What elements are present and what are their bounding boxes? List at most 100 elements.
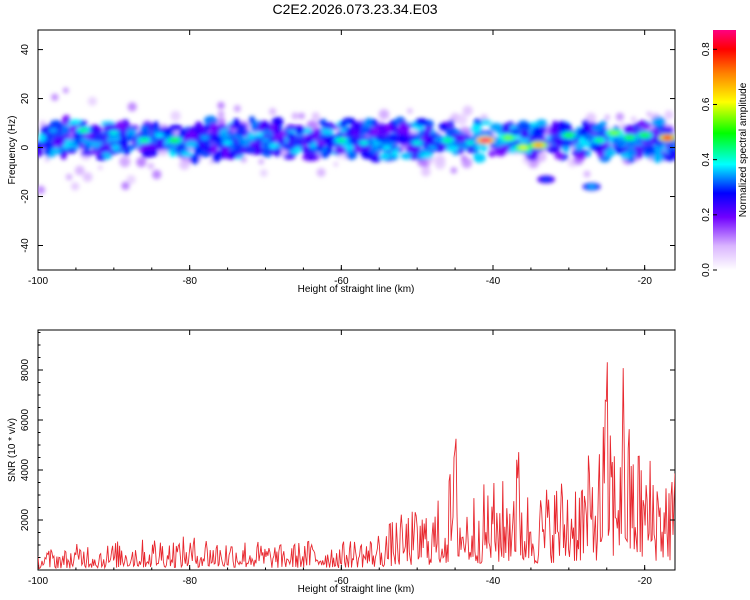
spectrogram-cell: [652, 153, 664, 163]
spectrogram-cell: [50, 147, 62, 154]
spectrogram-peak: [336, 138, 346, 143]
spectrogram-peak: [306, 155, 316, 160]
spectrogram-cell: [602, 149, 616, 157]
spectrogram-cell: [630, 116, 637, 123]
spectrogram-cell: [82, 172, 93, 182]
spectrogram-cell: [114, 121, 128, 130]
spectrogram-cell: [268, 149, 279, 155]
spectrogram-cell: [87, 96, 97, 106]
spectrogram-cell: [98, 165, 103, 170]
spectrogram-cell: [147, 162, 155, 170]
spectrogram-cell: [211, 134, 222, 143]
spectrogram-cell: [424, 126, 433, 133]
colorbar-tick-label: 0.0: [701, 263, 712, 277]
spectrogram-peak: [94, 135, 104, 140]
spectrogram-peak: [662, 135, 672, 140]
spectrogram-cell: [479, 119, 492, 125]
spectrogram-panel: -100 -80 -60 -40 -20 -40 -20 0 20 40 Height of st…: [7, 29, 676, 295]
x-tick-label: -40: [486, 576, 501, 587]
spectrogram-marks: [38, 87, 675, 195]
spectrogram-cell: [190, 154, 200, 165]
spectrogram-cell: [51, 93, 59, 102]
spectrogram-cell: [38, 140, 43, 152]
y-tick-label: 40: [20, 44, 31, 56]
spectrogram-cell: [38, 185, 46, 195]
spectrogram-peak: [427, 145, 437, 150]
spectrogram-cell: [268, 107, 277, 116]
colorbar-ticks: 0.0 0.2 0.4 0.6 0.8: [701, 42, 717, 277]
spectrogram-cell: [520, 128, 530, 140]
spectrogram-peak: [534, 143, 543, 148]
x-tick-label: -20: [637, 576, 652, 587]
y-tick-label: -40: [20, 238, 31, 253]
spectrogram-cell: [662, 155, 675, 162]
spectrogram-peak: [412, 140, 422, 145]
spectrogram-cell: [208, 159, 214, 165]
spectrogram-cell: [434, 158, 446, 170]
spectrogram-cell: [269, 123, 278, 132]
spectrogram-cell: [667, 148, 675, 155]
x-tick-label: -80: [182, 576, 197, 587]
spectrogram-cell: [600, 120, 607, 127]
spectrogram-cell: [213, 151, 224, 159]
spectrogram-cell: [38, 134, 46, 142]
spectrogram-cell: [111, 143, 121, 152]
spectrogram-cell: [313, 128, 323, 136]
spectrogram-cell: [554, 151, 565, 160]
snr-marks: [38, 362, 675, 570]
spectrogram-cell: [337, 154, 341, 159]
snr-axes: -100 -80 -60 -40 -20 2000 4000 6000 8000: [20, 330, 675, 587]
spectrogram-cell: [198, 152, 212, 158]
spectrogram-peak: [587, 184, 597, 189]
spectrogram-cell: [62, 115, 71, 126]
spectrogram-cell: [350, 129, 360, 137]
y-tick-label: 4000: [20, 458, 31, 481]
spectrogram-cell: [62, 87, 69, 94]
spectrogram-cell: [415, 118, 428, 126]
spectrogram-cell: [460, 154, 467, 162]
spectrogram-cell: [44, 157, 50, 162]
spectrogram-cell: [387, 135, 401, 143]
x-tick-label: -60: [334, 276, 349, 287]
colorbar-gradient: [713, 30, 736, 270]
spectrogram-cell: [420, 166, 431, 177]
spectrogram-cell: [573, 142, 584, 150]
spectrogram-cell: [209, 143, 219, 153]
spectrogram-cell: [643, 144, 656, 153]
spectrogram-cell: [262, 146, 271, 154]
spectrogram-cell: [119, 138, 129, 147]
snr-panel: -100 -80 -60 -40 -20 2000 4000 6000 8000 Height …: [7, 329, 676, 595]
spectrogram-cell: [121, 181, 130, 190]
spectrogram-cell: [410, 154, 417, 160]
spectrogram-cell: [638, 122, 652, 129]
spectrogram-cell: [127, 102, 137, 112]
spectrogram-cell: [407, 108, 413, 114]
spectrogram-cell: [419, 152, 434, 159]
spectrogram-cell: [258, 158, 265, 165]
spectrogram-cell: [537, 133, 544, 140]
spectrogram-cell: [283, 153, 296, 160]
spectrogram-cell: [119, 156, 131, 168]
spectrogram-peak: [443, 138, 452, 143]
spectrogram-cell: [370, 119, 378, 125]
x-tick-label: -40: [486, 276, 501, 287]
spectrogram-cell: [257, 123, 265, 133]
spectrogram-cell: [68, 119, 82, 125]
spectrogram-cell: [179, 128, 187, 138]
spectrogram-peak: [154, 133, 164, 138]
spectrogram-cell: [379, 152, 391, 160]
spectrogram-cell: [361, 152, 375, 160]
spectrogram-cell: [259, 169, 268, 177]
spectrogram-cell: [194, 148, 201, 156]
spectrogram-peak: [640, 133, 650, 138]
spectrogram-cell: [489, 122, 503, 133]
spectrogram-cell: [127, 144, 137, 150]
spectrogram-cell: [382, 124, 393, 131]
spectrogram-cell: [217, 110, 225, 118]
spectrogram-cell: [144, 152, 155, 158]
spectrogram-cell: [123, 146, 130, 156]
spectrogram-peak: [245, 148, 255, 152]
spectrogram-cell: [301, 145, 310, 153]
spectrogram-cell: [400, 152, 414, 160]
